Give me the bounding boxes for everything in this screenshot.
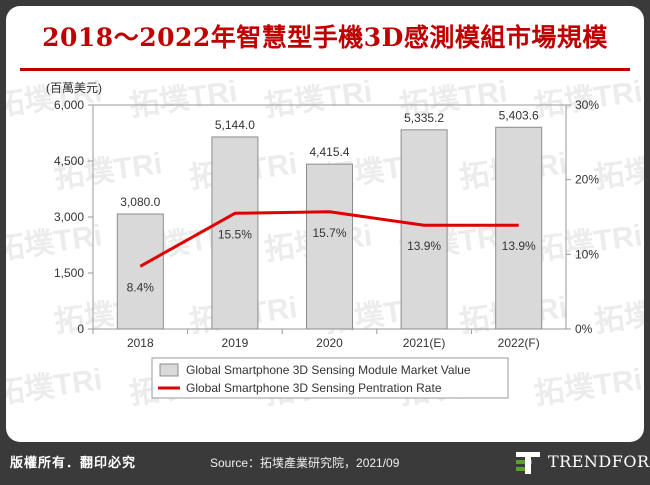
x-tick-label: 2020 xyxy=(316,336,343,350)
watermark-text: 拓墣TRi xyxy=(592,291,644,339)
line-value-label: 13.9% xyxy=(502,239,536,253)
y-tick-label: 4,500 xyxy=(54,154,84,168)
y2-tick-label: 10% xyxy=(575,247,599,261)
source-text: Source：拓墣產業研究院，2021/09 xyxy=(210,456,400,470)
x-tick-label: 2018 xyxy=(127,336,154,350)
trendforce-logo-icon xyxy=(516,452,540,474)
line-value-label: 8.4% xyxy=(127,280,155,294)
legend-box xyxy=(151,357,509,399)
chart-card: 2018～2022年智慧型手機3D感測模組市場規模 拓墣TRi 拓墣TRi 拓墣TR… xyxy=(6,6,644,442)
legend-bar-label: Global Smartphone 3D Sensing Module Mark… xyxy=(186,363,471,377)
y2-tick-label: 30% xyxy=(575,98,599,112)
bar xyxy=(400,129,448,330)
y-axis-unit-label: (百萬美元) xyxy=(46,81,102,95)
bar xyxy=(211,136,259,330)
rights-text: 版權所有．翻印必究 xyxy=(10,455,137,470)
watermark-text: 拓墣TRi xyxy=(127,75,239,123)
x-tick-label: 2022(F) xyxy=(498,336,540,350)
watermark-text: 拓墣TRi xyxy=(592,147,644,195)
bar xyxy=(306,163,353,330)
y-tick-label: 3,000 xyxy=(54,210,84,224)
brand-name: TRENDFORCE xyxy=(548,452,650,471)
page-title: 2018～2022年智慧型手機3D感測模組市場規模 xyxy=(42,23,608,52)
watermark-text: 拓墣TRi xyxy=(532,363,644,411)
bar-value-label: 5,144.0 xyxy=(215,118,255,132)
watermark-text: 拓墣TRi xyxy=(6,363,104,411)
bar-value-label: 5,403.6 xyxy=(499,108,539,122)
x-tick-label: 2021(E) xyxy=(403,336,446,350)
bar xyxy=(116,213,164,330)
line-value-label: 15.7% xyxy=(312,226,346,240)
y2-tick-label: 20% xyxy=(575,173,599,187)
y2-tick-label: 0% xyxy=(575,322,593,336)
watermark-text: 拓墣TRi xyxy=(6,219,104,267)
bar-value-label: 5,335.2 xyxy=(404,111,444,125)
footer: 版權所有．翻印必究 Source：拓墣產業研究院，2021/09 TRENDFO… xyxy=(0,442,650,485)
y-tick-label: 1,500 xyxy=(54,266,84,280)
y-tick-label: 6,000 xyxy=(54,98,84,112)
bar-value-label: 3,080.0 xyxy=(120,195,160,209)
x-tick-label: 2019 xyxy=(222,336,249,350)
y-tick-label: 0 xyxy=(77,322,84,336)
legend-bar-swatch xyxy=(159,363,179,377)
bar-value-label: 4,415.4 xyxy=(309,145,349,159)
legend-line-label: Global Smartphone 3D Sensing Pentration … xyxy=(186,381,442,395)
title-underline xyxy=(20,68,630,71)
bar xyxy=(495,126,543,330)
watermark-text: 拓墣TRi xyxy=(262,75,374,123)
line-value-label: 15.5% xyxy=(218,227,252,241)
line-value-label: 13.9% xyxy=(407,239,441,253)
